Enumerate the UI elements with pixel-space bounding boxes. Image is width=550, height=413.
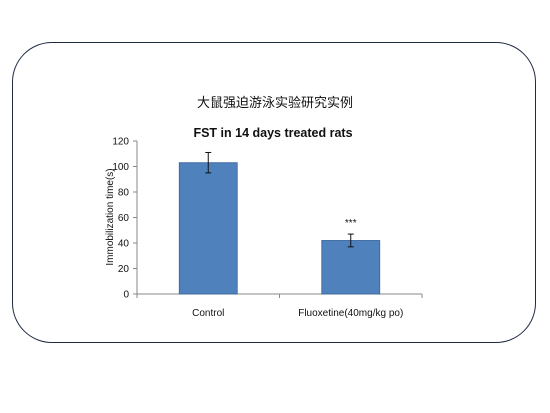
- y-tick-label: 0: [123, 290, 129, 301]
- y-tick-label: 120: [112, 137, 129, 148]
- y-tick-label: 40: [118, 239, 130, 250]
- bar-1: [178, 162, 238, 295]
- y-tick-label: 20: [118, 264, 130, 275]
- y-axis-label: Immobilization time(s): [105, 168, 116, 265]
- y-tick-label: 60: [118, 213, 130, 224]
- significance-annotation: ***: [345, 218, 357, 229]
- x-category-label: Fluoxetine(40mg/kg po): [298, 308, 403, 319]
- y-tick-label: 100: [112, 162, 129, 173]
- page-title: 大鼠强迫游泳实验研究实例: [196, 96, 353, 111]
- x-category-label: Control: [192, 308, 224, 319]
- slide-frame: [12, 42, 536, 343]
- y-tick-label: 80: [118, 188, 130, 199]
- chart-title: FST in 14 days treated rats: [193, 126, 352, 140]
- bar-2: [321, 240, 381, 295]
